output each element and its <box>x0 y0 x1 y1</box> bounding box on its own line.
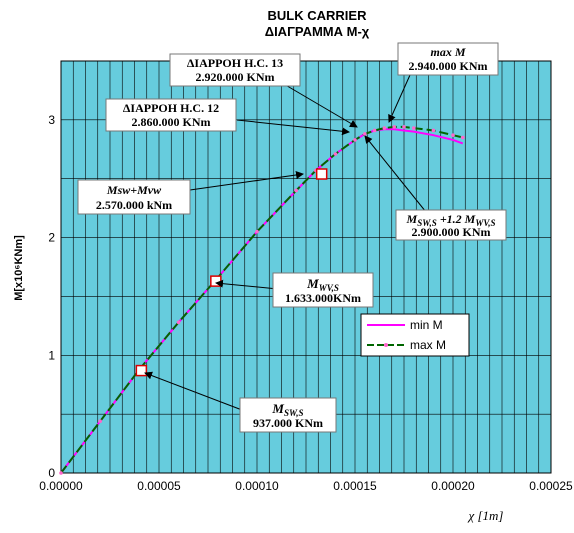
annotation-hc13: ΔΙΑΡΡΟΗ Η.C. 13 2.920.000 KNm <box>169 53 301 87</box>
annotation-box <box>397 42 499 76</box>
x-tick-label: 0.00005 <box>137 479 181 493</box>
y-tick-label: 3 <box>48 113 55 127</box>
series-point-max-m <box>402 125 406 129</box>
y-axis-ticks: 0 1 2 3 <box>48 113 55 480</box>
series-point-max-m <box>412 126 416 130</box>
annotation-value: 1.633.000KNm <box>285 291 361 305</box>
annotation-box <box>169 53 301 87</box>
formula-mid: +1.2 M <box>437 212 476 226</box>
annotation-formula: MWV,S <box>306 276 339 293</box>
annotation-box <box>105 98 237 132</box>
marker-square <box>315 168 328 180</box>
series-point-max-m <box>431 128 436 133</box>
formula-m: M <box>306 276 319 291</box>
annotation-box <box>272 272 374 308</box>
formula-sub: SW,S <box>284 408 304 418</box>
series-point-max-m <box>372 128 377 133</box>
marker-square <box>135 364 148 377</box>
annotation-box <box>395 209 507 241</box>
legend: min M max M <box>360 313 470 357</box>
y-tick-label: 2 <box>48 231 55 245</box>
x-tick-label: 0.00000 <box>39 479 83 493</box>
annotation-line: ΔΙΑΡΡΟΗ Η.C. 12 <box>123 101 219 115</box>
arrow-hc12 <box>236 119 350 136</box>
formula-sub: SW,S <box>417 218 437 228</box>
arrow-msw-mvw <box>189 171 304 191</box>
annotation-value: 2.570.000 kNm <box>96 198 172 212</box>
annotation-msw: MSW,S 937.000 KNm <box>239 397 337 433</box>
series-point-max-m <box>392 125 397 129</box>
annotation-value: 2.900.000 KNm <box>412 225 491 239</box>
series-point-max-m <box>451 133 455 137</box>
y-tick-label: 0 <box>48 466 55 480</box>
chart-subtitle: ΔΙΑΓΡΑΜΜΑ M-χ <box>265 24 370 39</box>
arrow-msw <box>144 371 243 411</box>
formula-sub: WV,S <box>475 218 495 228</box>
plot-frame <box>60 60 552 474</box>
annotation-value: 2.860.000 KNm <box>132 115 211 129</box>
series-point-max-m <box>461 135 465 140</box>
arrow-msw-1-2 <box>364 135 427 213</box>
x-axis-ticks: 0.00000 0.00005 0.00010 0.00015 0.00020 … <box>39 479 573 493</box>
x-tick-label: 0.00010 <box>235 479 279 493</box>
series-point-max-m <box>333 152 338 156</box>
annotation-value: 2.940.000 KNm <box>409 59 488 73</box>
series-point-max-m <box>382 126 387 130</box>
formula-sub: WV,S <box>319 283 339 293</box>
series-point-max-m <box>255 229 259 234</box>
x-tick-label: 0.00020 <box>431 479 475 493</box>
annotation-arrows <box>144 69 427 411</box>
chart-title: BULK CARRIER <box>268 8 368 23</box>
annotation-hc12: ΔΙΑΡΡΟΗ Η.C. 12 2.860.000 KNm <box>105 98 237 132</box>
annotation-msw-1-2-mwv: MSW,S +1.2 MWV,S 2.900.000 KNm <box>395 209 507 241</box>
annotation-line: ΔΙΑΡΡΟΗ Η.C. 13 <box>187 56 283 70</box>
series-point-max-m <box>353 138 357 142</box>
formula-m: M <box>271 401 284 416</box>
series-point-max-m <box>59 471 63 475</box>
legend-label-max-m: max M <box>410 338 446 352</box>
series-point-max-m <box>363 132 367 136</box>
marker-square <box>210 275 222 287</box>
annotation-msw-mvw: Msw+Mvw 2.570.000 kNm <box>77 179 191 215</box>
formula-m: M <box>406 212 418 226</box>
legend-label-min-m: min M <box>410 318 443 332</box>
annotation-line: max M <box>430 45 465 59</box>
annotation-line: Msw+Mvw <box>106 183 162 197</box>
annotation-box <box>77 179 191 215</box>
series-point-max-m <box>98 419 102 424</box>
annotation-mwv: MWV,S 1.633.000KNm <box>272 272 374 308</box>
legend-marker-max-m <box>384 343 388 347</box>
y-axis-label: M[x10⁶KNm] <box>13 235 25 301</box>
annotation-box <box>239 397 337 433</box>
series-point-max-m <box>294 188 299 193</box>
annotation-value: 937.000 KNm <box>253 416 323 430</box>
x-tick-label: 0.00025 <box>529 479 573 493</box>
series-point-max-m <box>176 320 181 325</box>
x-tick-label: 0.00015 <box>333 479 377 493</box>
annotation-max-m: max M 2.940.000 KNm <box>397 42 499 76</box>
annotation-value: 2.920.000 KNm <box>196 70 275 84</box>
annotation-formula: MSW,S +1.2 MWV,S <box>406 212 496 228</box>
annotation-formula: MSW,S <box>271 401 303 418</box>
legend-box <box>360 313 470 357</box>
arrow-mwv <box>215 279 279 290</box>
x-axis-label: χ [1m] <box>467 508 504 523</box>
arrow-max-m <box>388 74 411 123</box>
y-tick-label: 1 <box>48 348 55 362</box>
